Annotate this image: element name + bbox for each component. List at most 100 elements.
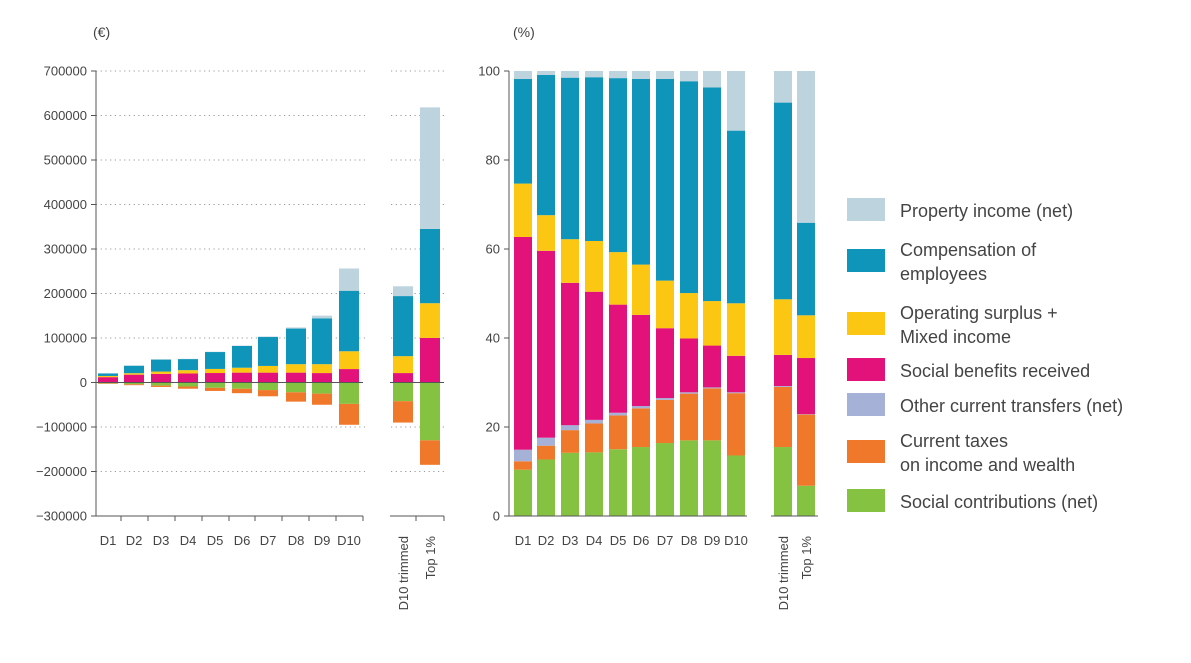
bar-d9-compensation [312,318,332,364]
bar-d10-taxes [339,404,359,425]
bar-d5-benefits [609,305,627,413]
bar-top-1pct-operating [420,303,440,338]
y-tick-euro-400000: 400000 [44,197,87,212]
bar-d5-operating [609,252,627,305]
bar-d6-operating [632,265,650,315]
y-tick-euro-100000: 100000 [44,331,87,346]
bar-top-1pct-benefits [797,358,815,414]
x-label-d8: D8 [288,533,305,548]
bar-d7-property [656,71,674,79]
bar-d9-benefits [312,373,332,382]
bar-d4-operating [585,241,603,292]
y-tick-pct-100: 100 [478,64,500,79]
bar-d3-operating [561,239,579,283]
bar-top-1pct-contributions [797,486,815,516]
bar-d10-trimmed-property [393,286,413,296]
bar-d5-contributions [205,383,225,388]
bar-d8-transfers [680,392,698,393]
bar-d4-taxes [585,423,603,452]
bar-d8-operating [286,364,306,372]
bar-d9-operating [312,364,332,373]
bar-d3-compensation [561,78,579,240]
x-label-d10: D10 [724,533,748,548]
bar-d6-contributions [232,383,252,389]
bar-d9-property [703,71,721,87]
legend-swatch-benefits [847,358,885,381]
bar-d8-taxes [286,392,306,401]
bar-top-1pct-compensation [797,223,815,316]
bar-top-1pct-taxes [797,415,815,486]
legend-swatch-compensation [847,249,885,272]
x-label-d7: D7 [657,533,674,548]
bar-d2-taxes [124,384,144,385]
bar-d8-compensation [680,81,698,293]
bar-d7-contributions [656,443,674,516]
bar-d4-contributions [178,383,198,387]
bar-d10-contributions [339,383,359,404]
bar-d10-transfers [727,392,745,393]
bar-d10-trimmed-compensation [393,296,413,356]
bar-d6-taxes [232,389,252,393]
bar-d10-trimmed-taxes [774,387,792,447]
bar-d10-trimmed-operating [393,356,413,373]
legend-label-property: Property income (net) [900,201,1073,221]
y-tick-pct-0: 0 [493,509,500,524]
bar-d1-compensation [98,373,118,376]
legend-swatch-transfers [847,393,885,416]
y-tick-euro-0: 0 [80,375,87,390]
x-label-d6: D6 [234,533,251,548]
bar-d10-operating [339,351,359,369]
bar-d6-contributions [632,447,650,516]
legend-label-operating: Operating surplus + [900,303,1058,323]
bar-top-1pct-property [420,107,440,228]
bar-d9-contributions [312,383,332,394]
legend-swatch-operating [847,312,885,335]
legend-label-compensation: employees [900,264,987,284]
bar-d10-trimmed-property [774,71,792,103]
bar-d3-benefits [561,283,579,425]
bar-d5-operating [205,369,225,373]
legend-label-taxes: Current taxes [900,431,1008,451]
bar-d9-contributions [703,440,721,516]
bar-d7-property [258,336,278,337]
x-label-top-1pct: Top 1% [423,536,438,580]
bar-d4-compensation [585,77,603,241]
bar-d2-compensation [537,75,555,215]
bar-d5-taxes [609,415,627,449]
bar-d3-taxes [151,386,171,387]
bar-d8-operating [680,293,698,338]
bar-d7-benefits [656,328,674,398]
bar-d6-transfers [632,406,650,408]
x-label-d10-trimmed: D10 trimmed [396,536,411,610]
bar-d10-operating [727,303,745,356]
bar-d7-transfers [656,398,674,400]
legend-label-operating: Mixed income [900,327,1011,347]
bar-d8-contributions [680,440,698,516]
y-tick-euro-200000: 200000 [44,286,87,301]
bar-d3-contributions [561,453,579,516]
x-label-d3: D3 [562,533,579,548]
bar-d6-compensation [232,346,252,368]
bar-d1-contributions [514,470,532,516]
bar-top-1pct-compensation [420,229,440,303]
bar-d1-operating [98,376,118,377]
bar-d10-trimmed-contributions [393,383,413,402]
unit-label: (€) [93,24,110,40]
bar-d4-benefits [178,373,198,382]
bar-d9-property [312,316,332,319]
bar-d5-contributions [609,449,627,516]
bar-d10-property [339,268,359,290]
bar-d5-property [609,71,627,78]
x-label-d8: D8 [681,533,698,548]
x-label-d2: D2 [126,533,143,548]
bar-d1-transfers [514,450,532,462]
bar-d4-benefits [585,292,603,420]
legend-label-taxes: on income and wealth [900,455,1075,475]
bar-d10-contributions [727,455,745,516]
bar-d7-operating [258,366,278,373]
bar-d9-taxes [312,394,332,405]
bar-d3-taxes [561,430,579,453]
